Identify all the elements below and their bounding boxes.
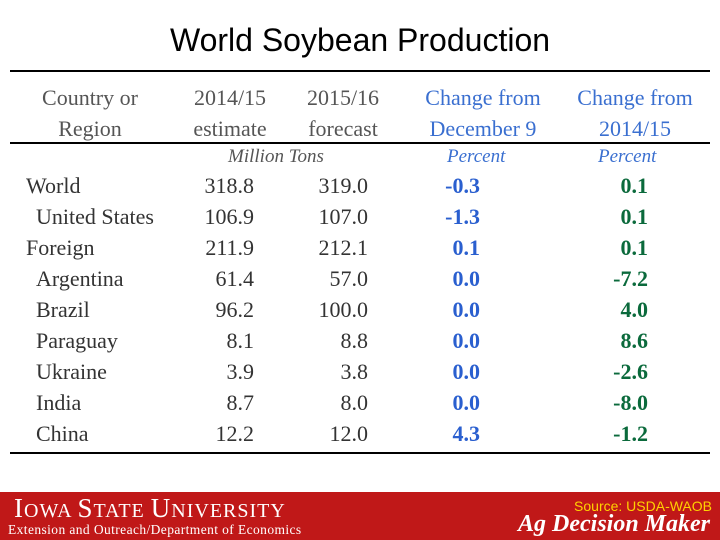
row-estimate-value: 211.9 — [205, 235, 254, 260]
logo-letter: I — [14, 493, 24, 523]
row-change-previous-value: 0.1 — [620, 235, 649, 260]
row-country-name: China — [36, 421, 89, 446]
header-forecast-line2: forecast — [308, 116, 378, 141]
slide-title: World Soybean Production — [169, 22, 551, 58]
header-forecast: 2015/16 forecast — [288, 82, 398, 144]
row-change-december-value: -1.3 — [445, 204, 480, 229]
row-country-name: Ukraine — [36, 359, 107, 384]
row-change-previous-value: -2.6 — [613, 359, 648, 384]
row-change-previous-value: 0.1 — [620, 204, 649, 229]
table-bottom-rule — [10, 452, 710, 454]
row-change-previous-value: -8.0 — [613, 390, 648, 415]
row-change-december-value: 0.0 — [452, 390, 481, 415]
row-change-previous-value: 8.6 — [620, 328, 649, 353]
logo-letters: OWA — [24, 500, 78, 522]
row-change-december-value: 4.3 — [452, 421, 481, 446]
row-country-name: India — [36, 390, 82, 415]
row-estimate-value: 12.2 — [215, 421, 255, 446]
row-estimate-value: 106.9 — [204, 204, 255, 229]
header-change-previous-line2: 2014/15 — [598, 116, 672, 141]
row-forecast-value: 3.8 — [340, 359, 369, 384]
row-change-december-value: 0.0 — [452, 359, 481, 384]
header-country: Country or Region — [20, 82, 160, 144]
units-percent-december: Percent — [447, 146, 506, 167]
row-estimate-value: 96.2 — [215, 297, 255, 322]
row-estimate-value: 61.4 — [215, 266, 255, 291]
row-estimate-value: 8.1 — [226, 328, 255, 353]
extension-label: Extension and Outreach/Department of Eco… — [8, 522, 302, 537]
units-million-tons: Million Tons — [228, 146, 324, 167]
units-percent-previous: Percent — [598, 146, 657, 167]
row-change-december-value: -0.3 — [445, 173, 480, 198]
row-change-previous-value: -7.2 — [613, 266, 648, 291]
row-change-previous-value: 0.1 — [620, 173, 649, 198]
row-country-name: Argentina — [36, 266, 124, 291]
row-forecast-value: 57.0 — [329, 266, 369, 291]
header-estimate-line1: 2014/15 — [193, 85, 267, 110]
row-estimate-value: 8.7 — [226, 390, 255, 415]
header-change-previous-line1: Change from — [577, 85, 693, 110]
row-country-name: Paraguay — [36, 328, 118, 353]
row-forecast-value: 212.1 — [318, 235, 369, 260]
row-forecast-value: 319.0 — [318, 173, 369, 198]
ag-decision-maker-logo: Ag Decision Maker — [518, 511, 710, 537]
row-change-december-value: 0.1 — [452, 235, 481, 260]
header-estimate: 2014/15 estimate — [180, 82, 280, 144]
source-label: Source: USDA-WAOB — [574, 498, 712, 514]
logo-letters: NIVERSITY — [171, 500, 286, 522]
row-change-previous-value: 4.0 — [620, 297, 649, 322]
header-change-previous: Change from 2014/15 — [562, 82, 708, 144]
university-logo: IOWA STATE UNIVERSITY — [14, 493, 286, 524]
row-forecast-value: 8.8 — [340, 328, 369, 353]
row-change-december-value: 0.0 — [452, 328, 481, 353]
row-country-name: World — [26, 173, 81, 198]
table-top-rule — [10, 70, 710, 72]
logo-letters: TATE — [93, 500, 151, 522]
row-estimate-value: 318.8 — [204, 173, 255, 198]
header-estimate-line2: estimate — [193, 116, 267, 141]
row-country-name: Brazil — [36, 297, 90, 322]
row-country-name: Foreign — [26, 235, 95, 260]
row-forecast-value: 8.0 — [340, 390, 369, 415]
header-change-december: Change from December 9 — [410, 82, 556, 144]
footer-bar: IOWA STATE UNIVERSITY Extension and Outr… — [0, 492, 720, 540]
row-forecast-value: 12.0 — [329, 421, 369, 446]
row-change-december-value: 0.0 — [452, 266, 481, 291]
row-change-december-value: 0.0 — [452, 297, 481, 322]
row-forecast-value: 100.0 — [318, 297, 369, 322]
row-country-name: United States — [36, 204, 154, 229]
header-forecast-line1: 2015/16 — [306, 85, 380, 110]
row-change-previous-value: -1.2 — [613, 421, 648, 446]
header-change-december-line2: December 9 — [429, 116, 537, 141]
header-country-line2: Region — [58, 116, 122, 141]
logo-letter: U — [150, 493, 172, 523]
row-forecast-value: 107.0 — [318, 204, 369, 229]
row-estimate-value: 3.9 — [226, 359, 255, 384]
header-change-december-line1: Change from — [425, 85, 541, 110]
header-country-line1: Country or — [42, 85, 138, 110]
header-bottom-rule — [10, 142, 710, 144]
logo-letter: S — [77, 493, 94, 523]
